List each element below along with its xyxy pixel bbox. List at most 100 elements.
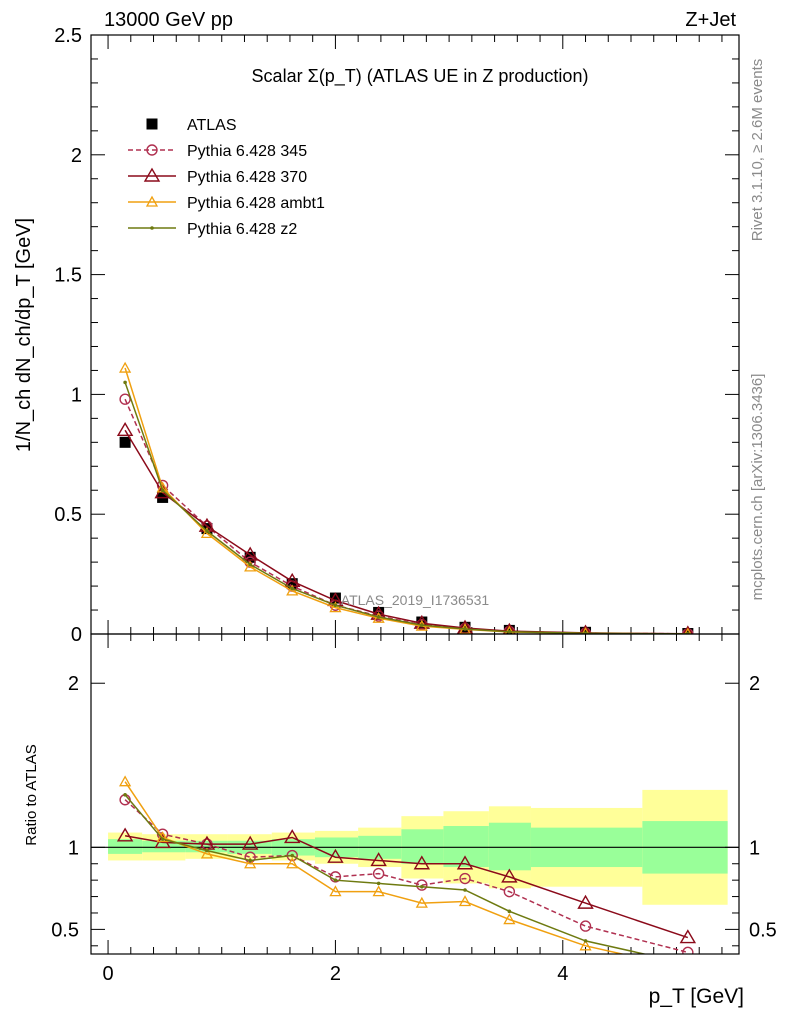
data-point [686,962,690,966]
data-point [376,615,381,619]
data-point [502,622,516,634]
plot-title: Scalar Σ(p_T) (ATLAS UE in Z production) [252,66,589,87]
x-tick-label: 2 [330,963,341,985]
tick-labels: 0 0.5 1 1.5 2 2.5 0.5 0.5 1 1 2 2 0 2 4 [51,25,777,985]
legend-label: Pythia 6.428 z2 [187,221,297,238]
series-line [124,799,688,954]
series-z2 [123,793,690,966]
data-point [583,631,588,634]
data-point [284,829,301,844]
series-line [124,382,688,634]
ratio-plot-frame [90,633,740,955]
x-axis-label: p_T [GeV] [649,985,744,1008]
data-point [507,629,512,634]
data-point [116,827,134,842]
data-point [579,624,592,634]
data-point [456,855,474,870]
band-inner [108,839,143,854]
series-ambt1 [119,775,626,954]
data-point [579,939,592,951]
legend-marker [145,195,159,207]
data-point [583,939,588,943]
data-point [503,624,515,634]
legend-entry-z2: Pythia 6.428 z2 [128,221,297,238]
ratio-y-tick-label: 0.5 [51,919,79,941]
series-line [124,835,689,939]
data-point [372,885,385,897]
data-point [463,627,467,631]
main-y-tick-label: 2.5 [54,25,82,47]
data-point [463,888,467,892]
data-point [290,586,295,591]
data-point [241,546,259,561]
ratio-y-tick-label-right: 2 [749,673,760,695]
data-point [420,623,424,627]
data-point [459,872,471,885]
series-line [124,794,648,954]
header-right: Z+Jet [685,9,736,31]
data-point [286,584,299,596]
data-point [119,393,131,405]
data-point [205,529,209,533]
legend-entry-ambt1: Pythia 6.428 ambt1 [128,195,325,212]
data-point [205,848,209,853]
analysis-watermark: ATLAS_2019_I1736531 [341,592,490,608]
ratio-y-axis-label: Ratio to ATLAS [23,744,40,845]
data-point [503,913,516,925]
legend-entry-ATLAS: ATLAS [146,117,237,134]
band-inner [488,822,531,871]
data-point [329,592,341,604]
data-point [244,857,257,869]
legend-marker [146,144,158,156]
ratio-y-tick-label: 2 [68,673,79,695]
legend-marker [143,167,161,182]
data-point [679,929,697,944]
data-point [413,614,431,629]
band-inner [142,840,186,853]
legend-label: ATLAS [187,117,237,134]
data-point [160,488,165,493]
band-inner [443,826,489,868]
legend: ATLAS Pythia 6.428 345 Pythia 6.428 370 Pyt… [128,117,325,238]
series-line [124,781,626,954]
main-plot-series [116,361,694,634]
data-point [290,853,295,858]
data-point [329,601,342,613]
legend-label: Pythia 6.428 370 [187,169,307,186]
data-point [241,835,259,850]
series-p370 [116,827,697,944]
data-point [682,625,693,634]
x-tick-label: 0 [102,963,113,985]
data-point [123,380,127,385]
data-point [376,881,381,886]
data-point [286,857,299,869]
legend-label: Pythia 6.428 ambt1 [187,195,325,212]
data-point [372,867,385,880]
data-point [501,868,518,883]
data-point [248,562,252,567]
data-point [123,793,127,797]
data-point [333,878,338,882]
legend-marker [150,226,154,230]
data-point [458,895,472,907]
main-y-tick-label: 1 [71,384,82,406]
main-y-tick-label: 0 [71,624,82,646]
data-point [507,909,512,914]
data-point [327,848,344,863]
ratio-y-tick-label: 1 [68,837,79,859]
data-point [160,837,165,841]
data-point [503,885,516,898]
x-tick-label: 4 [557,963,568,985]
data-point [329,885,342,897]
data-point [577,894,594,909]
data-point [413,855,431,870]
data-point [370,852,387,867]
legend-label: Pythia 6.428 345 [187,143,307,160]
side-text-mcplots: mcplots.cern.ch [arXiv:1306.3436] [749,374,766,601]
legend-entry-p370: Pythia 6.428 370 [128,167,307,186]
ratio-y-tick-label-right: 1 [749,837,760,859]
data-point [579,920,592,932]
series-z2 [123,380,690,634]
main-y-tick-label: 2 [71,145,82,167]
